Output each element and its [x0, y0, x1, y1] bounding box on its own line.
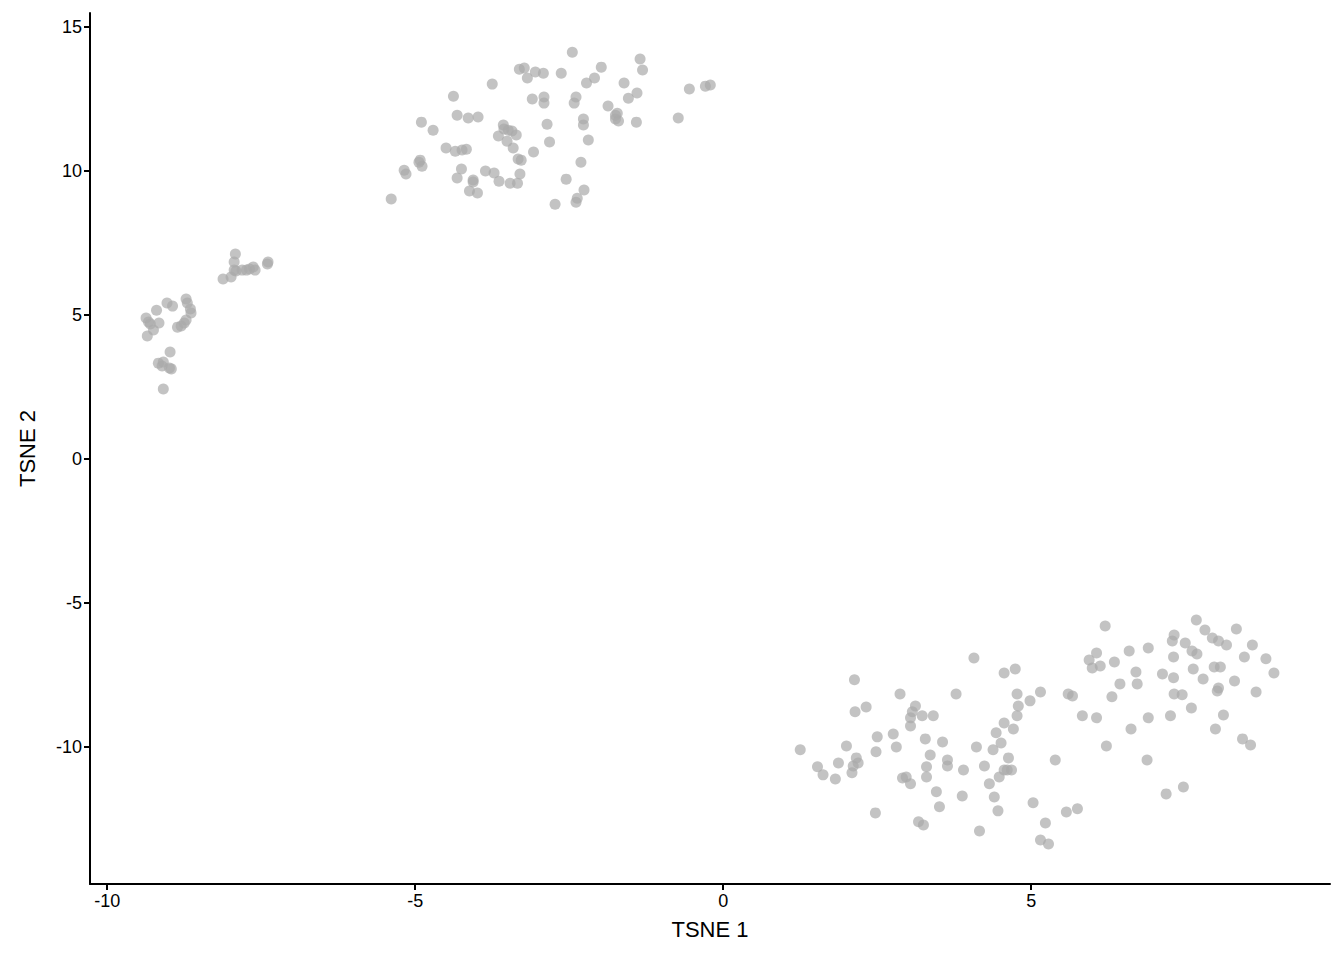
svg-text:TSNE 2: TSNE 2 [15, 410, 40, 487]
svg-text:0: 0 [72, 449, 82, 469]
svg-text:TSNE 1: TSNE 1 [671, 917, 748, 942]
svg-text:15: 15 [62, 17, 82, 37]
svg-text:0: 0 [718, 891, 728, 911]
svg-text:-5: -5 [66, 593, 82, 613]
svg-text:-10: -10 [94, 891, 120, 911]
svg-text:5: 5 [1026, 891, 1036, 911]
svg-text:5: 5 [72, 305, 82, 325]
svg-text:-5: -5 [407, 891, 423, 911]
svg-text:10: 10 [62, 161, 82, 181]
svg-text:-10: -10 [56, 737, 82, 757]
